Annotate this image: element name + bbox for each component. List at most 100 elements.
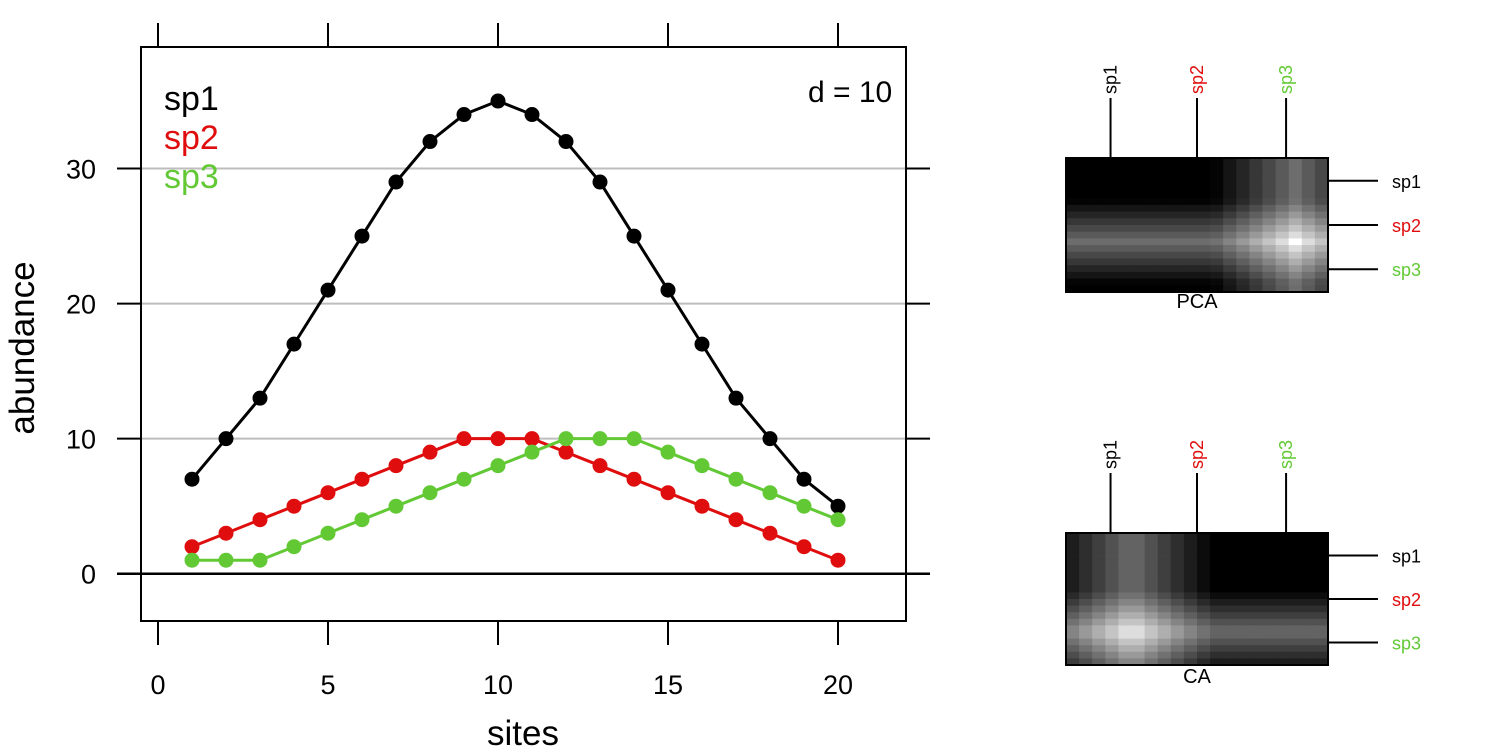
heat-ca-cells-cell xyxy=(1223,605,1237,613)
heat-pca-cells-cell xyxy=(1079,178,1093,186)
heat-pca-cells-cell xyxy=(1262,184,1277,193)
heat-pca-cells-cell xyxy=(1314,258,1329,266)
heat-ca-cells-cell xyxy=(1301,546,1316,554)
heat-ca-cells-cell xyxy=(1249,625,1264,633)
heat-pca-cells-cell xyxy=(1183,225,1198,233)
heat-pca-cells-cell xyxy=(1105,164,1119,172)
heat-pca-cells-cell xyxy=(1197,265,1211,273)
series-sp1 xyxy=(184,93,846,514)
heat-pca-cells-cell xyxy=(1197,204,1211,213)
heat-pca-cells-cell xyxy=(1144,238,1159,246)
point-sp2-10 xyxy=(490,431,506,447)
y-tick-label-0: 0 xyxy=(81,560,96,590)
heat-ca-cells-cell xyxy=(1144,651,1159,659)
heat-pca-cells-cell xyxy=(1131,171,1146,179)
heat-ca-cells-cell xyxy=(1170,658,1185,666)
heat-ca-cells-cell xyxy=(1314,559,1329,567)
heat-pca-cells-cell xyxy=(1157,231,1172,239)
heat-ca-cells-cell xyxy=(1249,658,1264,666)
heat-pca-cells-cell xyxy=(1066,178,1080,186)
heat-ca-cells-cell xyxy=(1301,612,1316,620)
heat-ca-cells-cell xyxy=(1066,566,1080,574)
heat-ca-cells-cell xyxy=(1275,618,1290,626)
heat-ca-cells-cell xyxy=(1079,533,1093,541)
heat-ca-cells-cell xyxy=(1262,605,1277,613)
heat-pca-cells-cell xyxy=(1183,198,1198,206)
heat-pca-cells-cell xyxy=(1079,211,1093,219)
heat-pca-cells-cell xyxy=(1236,251,1250,260)
heat-ca-cells-cell xyxy=(1092,658,1106,666)
heat-ca-cells-cell xyxy=(1118,585,1133,593)
heat-pca-cells-cell xyxy=(1275,204,1290,213)
heat-ca-cells-cell xyxy=(1066,572,1080,580)
heat-pca-cells-cell xyxy=(1210,198,1224,206)
heat-pca-cells-cell xyxy=(1262,225,1277,233)
heat-pca-cells-cell xyxy=(1131,285,1146,293)
heat-pca-cells-cell xyxy=(1170,278,1185,286)
x-tick-label-20: 20 xyxy=(823,670,853,700)
heat-pca-cells-cell xyxy=(1262,191,1277,199)
heat-pca-cells-cell xyxy=(1105,245,1119,253)
heat-ca-cells-cell xyxy=(1183,533,1198,541)
heat-ca-cells-cell xyxy=(1170,559,1185,567)
x-tick-label-10: 10 xyxy=(483,670,513,700)
heat-pca-cells-cell xyxy=(1236,265,1250,273)
heat-pca-cells-cell xyxy=(1223,265,1237,273)
heat-ca-cells-cell xyxy=(1118,552,1133,560)
heat-pca-cells-cell xyxy=(1262,218,1277,226)
point-sp1-14 xyxy=(626,228,642,244)
heat-pca-cells-cell xyxy=(1066,251,1080,260)
heat-ca-cells-cell xyxy=(1210,585,1224,593)
heat-pca-cells-cell xyxy=(1314,178,1329,186)
heat-ca-cells-cell xyxy=(1223,618,1237,626)
heat-ca-cells-cell xyxy=(1092,612,1106,620)
heat-pca-cells-cell xyxy=(1210,191,1224,199)
series-sp3 xyxy=(184,431,846,568)
point-sp3-14 xyxy=(626,431,642,447)
heat-pca-cells-cell xyxy=(1131,198,1146,206)
heat-ca-cells-cell xyxy=(1197,651,1211,659)
heat-pca-cells-cell xyxy=(1144,191,1159,199)
heat-ca-cells-cell xyxy=(1131,625,1146,633)
heat-ca-cells-cell xyxy=(1314,552,1329,560)
heat-pca-cells-cell xyxy=(1210,231,1224,239)
heat-ca-cells-cell xyxy=(1066,645,1080,653)
heat-ca-cells-cell xyxy=(1262,618,1277,626)
heat-pca-cells-cell xyxy=(1249,231,1264,239)
point-sp3-12 xyxy=(558,431,574,447)
heat-pca-cells-cell xyxy=(1262,204,1277,213)
heat-pca-cells-cell xyxy=(1314,285,1329,293)
heat-pca-cells-cell xyxy=(1066,204,1080,213)
heat-ca-cells-cell xyxy=(1288,539,1303,547)
heat-pca-cells-cell xyxy=(1144,265,1159,273)
heat-pca-cells-cell xyxy=(1066,271,1080,280)
heat-ca-cells-cell xyxy=(1105,579,1119,587)
heat-ca-cells-cell xyxy=(1236,559,1250,567)
heat-ca-cells-cell xyxy=(1314,546,1329,554)
heat-ca-cells-cell xyxy=(1236,612,1250,620)
heat-ca-cells-cell xyxy=(1066,625,1080,633)
heat-pca-cells-cell xyxy=(1118,164,1133,172)
heat-ca-cells-cell xyxy=(1118,645,1133,653)
heat-pca-cells-cell xyxy=(1157,271,1172,280)
point-sp1-8 xyxy=(422,134,438,150)
heat-pca-cells-cell xyxy=(1288,245,1303,253)
heat-ca-cells-cell xyxy=(1236,599,1250,607)
heat-ca-cells-cell xyxy=(1210,592,1224,600)
heat-pca-cells-cell xyxy=(1262,164,1277,172)
heat-ca-cells-cell xyxy=(1183,651,1198,659)
heat-pca-cells-cell xyxy=(1236,285,1250,293)
heat-ca-cells-cell xyxy=(1262,539,1277,547)
heat-ca-cells-cell xyxy=(1157,638,1172,646)
heat-ca-cells-cell xyxy=(1262,638,1277,646)
point-sp3-1 xyxy=(184,552,200,568)
point-sp3-7 xyxy=(388,498,404,514)
heat-pca-cells-cell xyxy=(1249,211,1264,219)
heat-pca-cells-cell xyxy=(1066,278,1080,286)
point-sp2-12 xyxy=(558,444,574,460)
heat-pca-cells-cell xyxy=(1118,278,1133,286)
heat-pca-cells-cell xyxy=(1079,191,1093,199)
heat-pca-cells-cell xyxy=(1197,278,1211,286)
heat-pca-cells-cell xyxy=(1210,265,1224,273)
heat-pca-cells-cell xyxy=(1066,198,1080,206)
